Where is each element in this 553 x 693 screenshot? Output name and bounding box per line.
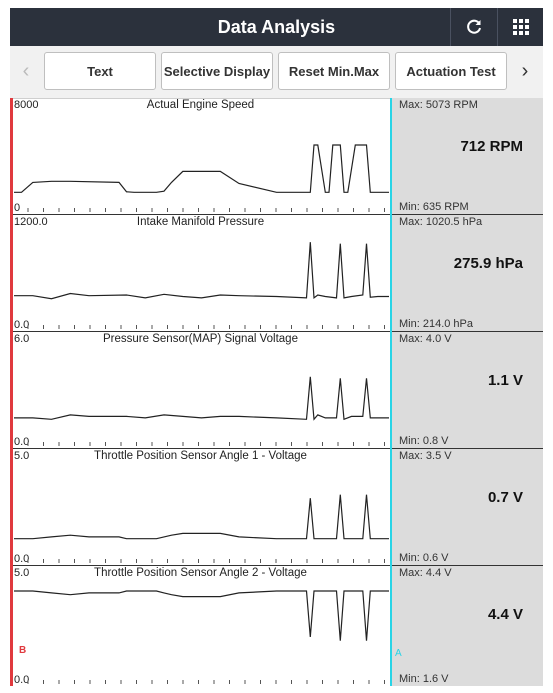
graph-panel[interactable]: 8000 Actual Engine Speed 0 Max: 5073 RPM 712… <box>10 98 543 215</box>
y-max-label: 5.0 <box>14 450 30 462</box>
graph-panel[interactable]: 5.0 Throttle Position Sensor Angle 2 - Vo… <box>10 566 543 686</box>
max-value: Max: 1020.5 hPa <box>399 216 483 228</box>
y-max-label: 5.0 <box>14 567 30 579</box>
text-button[interactable]: Text <box>44 52 156 90</box>
selective-display-button[interactable]: Selective Display <box>161 52 273 90</box>
min-value: Min: 214.0 hPa <box>399 318 473 330</box>
max-value: Max: 4.0 V <box>399 333 452 345</box>
graph-panel[interactable]: 5.0 Throttle Position Sensor Angle 1 - Vo… <box>10 449 543 566</box>
max-value: Max: 5073 RPM <box>399 99 478 111</box>
menu-button[interactable] <box>497 8 544 46</box>
graph-panel[interactable]: 1200.0 Intake Manifold Pressure 0.0 Max: 10… <box>10 215 543 332</box>
line-chart <box>14 242 389 329</box>
toolbar: ‹ Text Selective Display Reset Min.Max A… <box>10 46 543 99</box>
current-value: 712 RPM <box>460 138 523 155</box>
graph-title: Throttle Position Sensor Angle 2 - Volta… <box>94 567 307 579</box>
y-min-label: 0.0 <box>14 436 30 448</box>
series-line <box>14 494 389 540</box>
graph-title: Actual Engine Speed <box>146 99 255 111</box>
cursor-b-line[interactable] <box>10 98 13 686</box>
y-min-label: 0.0 <box>14 674 30 686</box>
y-max-label: 8000 <box>14 99 39 111</box>
max-value: Max: 4.4 V <box>399 567 452 579</box>
scroll-right-button[interactable]: › <box>521 59 529 82</box>
grid-icon <box>513 19 529 35</box>
y-min-label: 0 <box>14 202 21 214</box>
value-panel: Max: 4.0 V 1.1 V Min: 0.8 V <box>391 332 543 448</box>
value-panel: Max: 5073 RPM 712 RPM Min: 635 RPM <box>391 98 543 214</box>
cursor-a-label: A <box>395 648 402 659</box>
max-value: Max: 3.5 V <box>399 450 452 462</box>
y-min-label: 0.0 <box>14 319 30 331</box>
series-line <box>14 376 389 421</box>
min-value: Min: 635 RPM <box>399 201 469 213</box>
line-chart <box>14 590 389 684</box>
reset-minmax-button[interactable]: Reset Min.Max <box>278 52 390 90</box>
y-min-label: 0.0 <box>14 553 30 565</box>
graph-title: Pressure Sensor(MAP) Signal Voltage <box>103 333 298 345</box>
refresh-icon <box>467 19 481 34</box>
current-value: 1.1 V <box>487 372 523 389</box>
graph-title: Throttle Position Sensor Angle 1 - Volta… <box>94 450 307 462</box>
series-line <box>14 242 389 300</box>
min-value: Min: 0.8 V <box>399 435 449 447</box>
line-chart <box>14 376 389 446</box>
value-panel: Max: 4.4 V 4.4 V Min: 1.6 V <box>391 566 543 686</box>
cursor-a-line[interactable] <box>390 98 392 686</box>
y-max-label: 1200.0 <box>14 216 48 228</box>
refresh-button[interactable] <box>450 8 497 46</box>
min-value: Min: 1.6 V <box>399 673 449 685</box>
actuation-test-button[interactable]: Actuation Test <box>395 52 507 90</box>
page-title: Data Analysis <box>217 17 336 37</box>
current-value: 0.7 V <box>487 489 523 506</box>
plot-area[interactable]: 8000 Actual Engine Speed 0 <box>10 98 391 214</box>
plot-area[interactable]: 5.0 Throttle Position Sensor Angle 2 - Vo… <box>10 566 391 686</box>
value-panel: Max: 1020.5 hPa 275.9 hPa Min: 214.0 hPa <box>391 215 543 331</box>
cursor-b-label: B <box>19 645 27 656</box>
current-value: 4.4 V <box>487 606 523 623</box>
app-header: Data Analysis <box>10 8 543 46</box>
value-panel: Max: 3.5 V 0.7 V Min: 0.6 V <box>391 449 543 565</box>
graph-title: Intake Manifold Pressure <box>136 216 265 228</box>
series-line <box>14 144 389 193</box>
graph-panel[interactable]: 6.0 Pressure Sensor(MAP) Signal Voltage 0.… <box>10 332 543 449</box>
series-line <box>14 590 389 641</box>
scroll-left-button[interactable]: ‹ <box>22 59 30 82</box>
line-chart <box>14 144 389 212</box>
plot-area[interactable]: 5.0 Throttle Position Sensor Angle 1 - Vo… <box>10 449 391 565</box>
plot-area[interactable]: 1200.0 Intake Manifold Pressure 0.0 <box>10 215 391 331</box>
min-value: Min: 0.6 V <box>399 552 449 564</box>
y-max-label: 6.0 <box>14 333 30 345</box>
current-value: 275.9 hPa <box>453 255 523 272</box>
line-chart <box>14 494 389 563</box>
plot-area[interactable]: 6.0 Pressure Sensor(MAP) Signal Voltage 0.… <box>10 332 391 448</box>
